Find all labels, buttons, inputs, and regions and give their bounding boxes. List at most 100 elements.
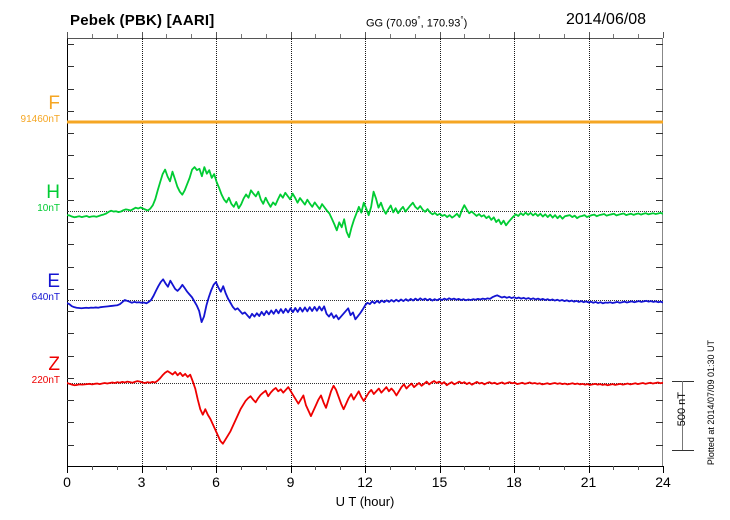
trace-z	[67, 371, 663, 444]
magnetogram-traces	[67, 38, 663, 466]
x-tick-major-top	[514, 32, 515, 38]
scale-bar-label: 500 nT	[676, 392, 688, 427]
x-tick-major-top	[290, 32, 292, 38]
x-tick-minor-top	[91, 34, 93, 38]
gridline-vertical	[514, 38, 515, 466]
x-tick-minor-top	[389, 34, 391, 38]
y-tick	[67, 422, 74, 424]
component-letter-e: E	[47, 271, 60, 292]
y-tick-right	[656, 444, 663, 446]
x-tick-label: 0	[63, 474, 71, 490]
baseline-e	[67, 300, 663, 301]
geo-suffix: )	[463, 17, 468, 30]
x-tick-minor-top	[240, 34, 242, 38]
x-tick-minor	[464, 466, 466, 470]
y-tick-right	[656, 222, 663, 223]
x-tick-major	[663, 466, 664, 473]
y-tick-right	[656, 44, 663, 45]
x-tick-minor	[563, 466, 565, 470]
trace-e	[67, 279, 663, 322]
component-letter-z: Z	[48, 354, 60, 375]
y-tick	[67, 155, 74, 157]
degree-icon: °	[417, 15, 421, 24]
x-tick-minor-top	[464, 34, 466, 38]
x-tick-minor	[166, 466, 168, 470]
x-tick-minor	[538, 466, 540, 470]
x-tick-label: 15	[431, 474, 448, 490]
x-tick-minor	[240, 466, 242, 470]
x-tick-minor-top	[116, 34, 118, 38]
x-tick-minor-top	[166, 34, 168, 38]
x-tick-minor-top	[613, 34, 615, 38]
y-tick	[67, 377, 74, 379]
x-tick-label: 6	[212, 474, 220, 490]
y-tick	[67, 333, 74, 335]
y-tick	[67, 311, 74, 312]
y-tick	[67, 355, 74, 357]
x-tick-minor-top	[638, 34, 640, 38]
page-title: Pebek (PBK) [AARI]	[70, 12, 215, 29]
geo-prefix: GG (	[366, 17, 390, 30]
x-tick-major	[216, 466, 217, 473]
x-tick-major	[141, 466, 143, 473]
x-tick-major	[439, 466, 441, 473]
x-tick-minor-top	[489, 34, 491, 38]
x-tick-major-top	[663, 32, 664, 38]
x-tick-minor-top	[414, 34, 416, 38]
baseline-z	[67, 383, 663, 384]
y-tick-right	[656, 110, 663, 112]
y-tick-right	[656, 155, 663, 157]
geographic-coordinates: GG (70.09°, 170.93°)	[366, 15, 468, 30]
gridline-vertical	[588, 38, 590, 466]
x-tick-major	[514, 466, 515, 473]
x-tick-label: 18	[506, 474, 522, 490]
y-tick-right	[656, 311, 663, 312]
x-tick-minor	[389, 466, 391, 470]
y-tick-right	[656, 266, 663, 268]
gridline-vertical	[141, 38, 143, 466]
component-label-h: H 10nT	[4, 183, 60, 215]
y-tick	[67, 199, 74, 201]
x-tick-major-top	[67, 32, 68, 38]
geo-longitude: 170.93	[426, 17, 461, 30]
component-label-f: F 91460nT	[4, 94, 60, 126]
x-tick-minor	[340, 466, 342, 470]
y-tick-right	[656, 400, 663, 401]
gridline-vertical	[439, 38, 441, 466]
y-tick-right	[656, 355, 663, 357]
gridline-vertical	[216, 38, 217, 466]
degree-icon: °	[460, 15, 464, 24]
geo-latitude: 70.09	[389, 17, 418, 30]
x-tick-major-top	[588, 32, 590, 38]
trace-h	[67, 167, 663, 237]
y-tick	[67, 88, 74, 90]
x-tick-minor	[265, 466, 267, 470]
component-baseline-value-z: 220nT	[31, 375, 60, 386]
y-tick-right	[656, 244, 663, 246]
y-tick	[67, 266, 74, 268]
y-tick	[67, 133, 74, 134]
x-tick-label: 9	[286, 474, 295, 490]
y-tick-right	[656, 177, 663, 179]
x-tick-label: 12	[357, 474, 373, 490]
component-letter-f: F	[48, 93, 60, 114]
y-tick	[67, 244, 74, 246]
x-tick-minor-top	[315, 34, 317, 38]
x-tick-major-top	[365, 32, 366, 38]
x-tick-label: 24	[655, 474, 671, 490]
y-tick	[67, 444, 74, 446]
x-tick-major	[67, 466, 68, 473]
x-tick-major	[365, 466, 366, 473]
plotted-at-timestamp: Plotted at 2014/07/09 01:30 UT	[706, 340, 716, 466]
baseline-h	[67, 211, 663, 212]
component-label-z: Z 220nT	[4, 355, 60, 387]
x-tick-minor	[91, 466, 93, 470]
component-baseline-value-h: 10nT	[37, 203, 60, 214]
x-tick-minor	[613, 466, 615, 470]
x-tick-major-top	[141, 32, 143, 38]
x-tick-minor-top	[538, 34, 540, 38]
x-tick-major	[290, 466, 292, 473]
